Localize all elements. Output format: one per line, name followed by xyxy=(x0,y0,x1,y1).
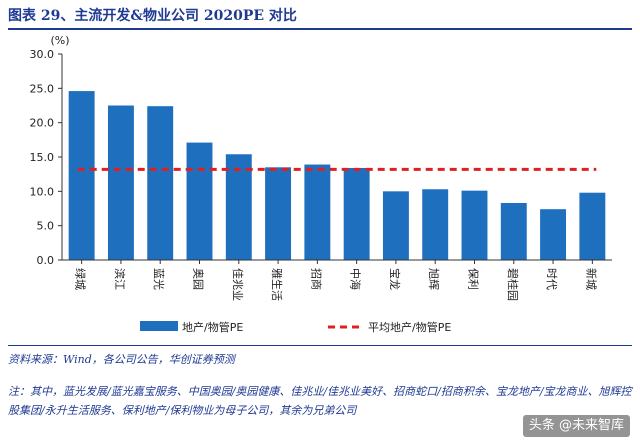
watermark: 头条 @未来智库 xyxy=(522,415,630,437)
source-note: 资料来源：Wind，各公司公告，华创证券预测 xyxy=(8,345,632,368)
chart-title: 图表 29、主流开发&物业公司 2020PE 对比 xyxy=(8,4,632,30)
x-tick-label: 绿城 xyxy=(74,268,88,290)
bar xyxy=(147,106,174,260)
x-tick-label: 奥园 xyxy=(192,268,206,290)
bar xyxy=(382,191,409,260)
bar xyxy=(500,203,527,260)
x-tick-label: 保利 xyxy=(467,268,481,290)
y-tick-label: 25.0 xyxy=(30,82,55,95)
legend-swatch-bar xyxy=(140,321,178,331)
legend: 地产/物管PE 平均地产/物管PE xyxy=(140,320,451,334)
x-tick-label: 新城 xyxy=(584,268,598,290)
bar xyxy=(265,167,292,260)
x-tick-label: 雅生活 xyxy=(270,268,284,301)
footnote: 注：其中，蓝光发展/蓝光嘉宝服务、中国奥园/奥园健康、佳兆业/佳兆业美好、招商蛇… xyxy=(8,385,632,417)
x-tick-label: 碧桂园 xyxy=(506,268,520,301)
bar xyxy=(343,167,370,260)
x-tick-label: 滨江 xyxy=(113,268,127,290)
y-tick-label: 5.0 xyxy=(37,220,55,233)
x-axis: 绿城 滨江 蓝光 奥园 佳兆业 雅生活 招商 中海 宝龙 旭辉 保利 碧桂园 时代 新城 xyxy=(62,259,612,301)
bar xyxy=(225,154,252,260)
y-tick-label: 10.0 xyxy=(30,185,55,198)
y-unit-label: (%) xyxy=(50,34,69,47)
bar-series xyxy=(68,91,606,260)
legend-label-avg: 平均地产/物管PE xyxy=(368,320,451,334)
bar xyxy=(186,142,213,260)
y-tick-label: 20.0 xyxy=(30,117,55,130)
bar xyxy=(540,209,567,260)
legend-label-bar: 地产/物管PE xyxy=(182,320,243,334)
bar xyxy=(107,105,134,260)
x-tick-label: 蓝光 xyxy=(152,268,166,290)
x-tick-label: 招商 xyxy=(309,268,323,290)
x-tick-label: 旭辉 xyxy=(427,268,441,290)
x-tick-label: 时代 xyxy=(545,268,558,290)
bar xyxy=(422,189,449,260)
pe-bar-chart: 0.0 5.0 10.0 15.0 20.0 25.0 30.0(%) 绿城 滨江 蓝光 奥园 佳兆… xyxy=(30,34,612,334)
y-tick-label: 0.0 xyxy=(37,254,55,267)
y-axis: 0.0 5.0 10.0 15.0 20.0 25.0 30.0(%) xyxy=(30,34,70,267)
bar xyxy=(461,190,488,260)
x-tick-label: 佳兆业 xyxy=(231,268,245,301)
bar xyxy=(68,91,95,260)
y-tick-label: 30.0 xyxy=(30,48,55,61)
x-tick-label: 宝龙 xyxy=(388,268,402,290)
bar xyxy=(304,164,331,260)
y-tick-label: 15.0 xyxy=(30,151,55,164)
bar xyxy=(579,192,606,260)
x-tick-label: 中海 xyxy=(349,268,363,290)
